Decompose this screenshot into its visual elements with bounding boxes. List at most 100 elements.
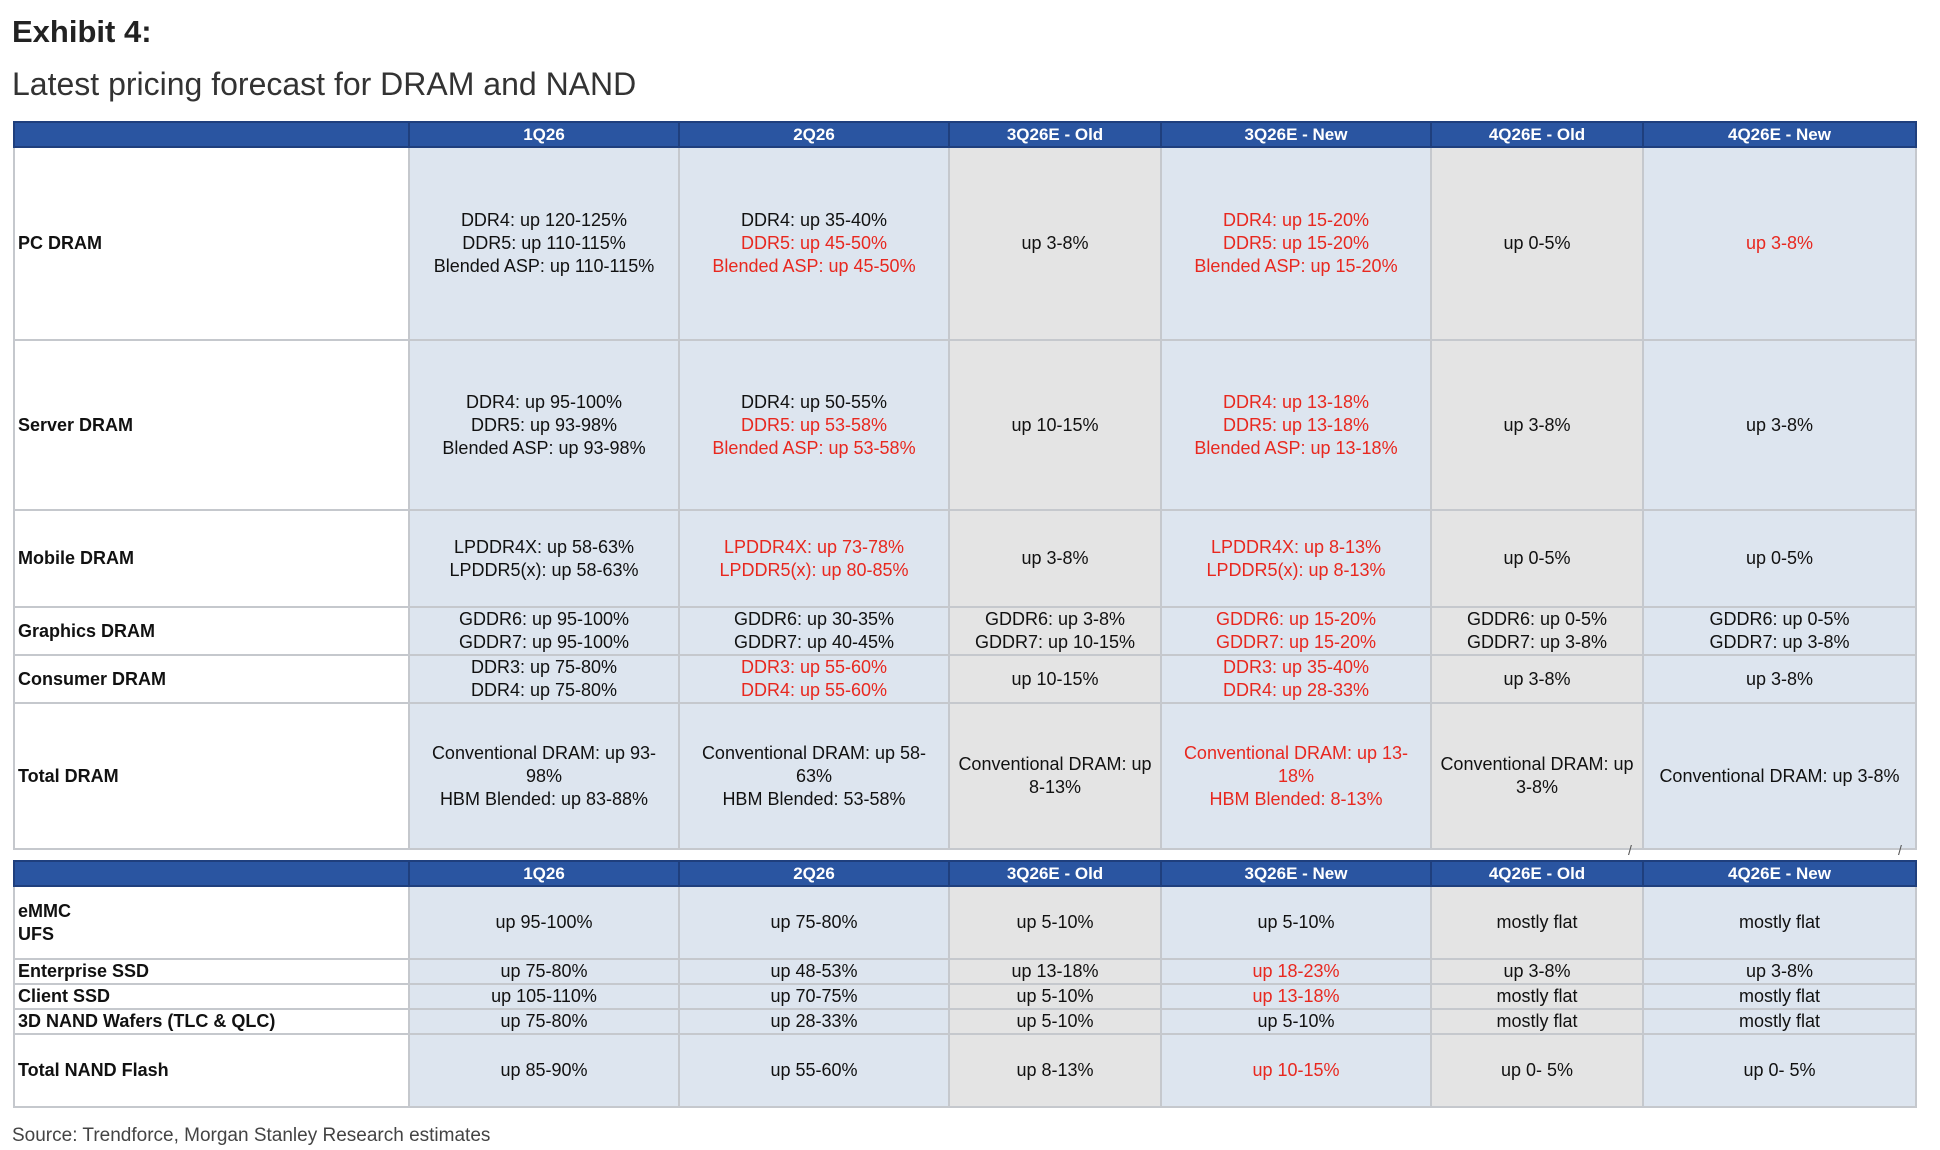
forecast-value: DDR4: up 28-33% [1222, 680, 1370, 700]
forecast-value: Conventional DRAM: up 93- [431, 742, 657, 763]
forecast-value: LPDDR4X: up 58-63% [453, 536, 635, 557]
row-label-text: 3D NAND Wafers (TLC & QLC) [18, 1011, 276, 1031]
forecast-value: up 55-60% [770, 1060, 858, 1080]
table-row: eMMC UFS up 95-100% up 75-80% up 5-10% up 5-1… [13, 885, 1917, 960]
forecast-cell: up 0-5% [1642, 509, 1917, 608]
forecast-value: up 85-90% [500, 1060, 588, 1080]
row-label: Total DRAM [13, 702, 410, 850]
forecast-value: up 13-18% [1252, 986, 1340, 1006]
forecast-cell: up 75-80% [678, 885, 950, 960]
forecast-value: DDR5: up 93-98% [470, 414, 618, 435]
forecast-value: up 105-110% [491, 986, 597, 1006]
row-label-text: Total NAND Flash [18, 1060, 169, 1080]
row-label: Client SSD [13, 983, 410, 1010]
forecast-cell: up 13-18% [948, 958, 1162, 985]
table-row: Client SSD up 105-110% up 70-75% up 5-10% up… [13, 983, 1917, 1010]
row-label-text: PC DRAM [18, 233, 102, 253]
forecast-value: up 3-8% [1021, 233, 1089, 253]
column-header: 3Q26E - New [1160, 860, 1432, 887]
forecast-value: GDDR6: up 30-35% [733, 609, 895, 629]
forecast-value: DDR5: up 53-58% [740, 414, 888, 435]
forecast-cell: GDDR6: up 0-5% GDDR7: up 3-8% [1430, 606, 1644, 656]
forecast-value: GDDR7: up 95-100% [458, 632, 630, 652]
forecast-value: GDDR7: up 3-8% [1466, 632, 1608, 652]
forecast-value: Conventional DRAM: up 3-8% [1659, 765, 1900, 786]
forecast-value: DDR3: up 75-80% [470, 657, 618, 677]
forecast-cell: up 0- 5% [1642, 1033, 1917, 1108]
row-label: Consumer DRAM [13, 654, 410, 704]
forecast-value: GDDR6: up 95-100% [458, 609, 630, 629]
forecast-cell: GDDR6: up 0-5% GDDR7: up 3-8% [1642, 606, 1917, 656]
forecast-value: LPDDR4X: up 8-13% [1210, 536, 1382, 557]
table-row: Mobile DRAM LPDDR4X: up 58-63% LPDDR5(x): … [13, 509, 1917, 608]
forecast-value: DDR4: up 50-55% [740, 391, 888, 412]
forecast-value: up 0- 5% [1500, 1060, 1574, 1080]
forecast-cell: Conventional DRAM: up 93- 98% HBM Blended:… [408, 702, 680, 850]
forecast-value: GDDR6: up 15-20% [1215, 609, 1377, 629]
dram-header-row: 1Q26 2Q26 3Q26E - Old 3Q26E - New 4Q26E - Ol… [13, 121, 1917, 148]
forecast-value: up 10-15% [1011, 668, 1099, 689]
forecast-value: mostly flat [1496, 1011, 1578, 1031]
dram-pricing-table: 1Q26 2Q26 3Q26E - Old 3Q26E - New 4Q26E - Ol… [13, 121, 1917, 850]
forecast-value: DDR4: up 35-40% [740, 210, 888, 230]
exhibit-title: Exhibit 4: [12, 14, 152, 49]
table-row: PC DRAM DDR4: up 120-125% DDR5: up 110-115… [13, 146, 1917, 341]
forecast-value: up 70-75% [770, 986, 858, 1006]
divider-mark: / [1898, 842, 1902, 858]
forecast-cell: GDDR6: up 3-8% GDDR7: up 10-15% [948, 606, 1162, 656]
table-row: Consumer DRAM DDR3: up 75-80% DDR4: up 75-… [13, 654, 1917, 704]
forecast-value: mostly flat [1738, 986, 1821, 1006]
forecast-value: GDDR7: up 3-8% [1709, 632, 1850, 652]
forecast-value: DDR4: up 55-60% [740, 680, 888, 700]
forecast-value: 3-8% [1515, 777, 1559, 797]
row-label: PC DRAM [13, 146, 410, 341]
forecast-value: up 5-10% [1257, 912, 1335, 932]
row-label: Enterprise SSD [13, 958, 410, 985]
forecast-value: GDDR7: up 10-15% [974, 632, 1136, 652]
forecast-value: mostly flat [1496, 986, 1578, 1006]
forecast-value: up 0-5% [1503, 233, 1571, 253]
forecast-cell: up 0-5% [1430, 146, 1644, 341]
forecast-value: GDDR6: up 0-5% [1709, 609, 1850, 629]
forecast-cell: DDR3: up 35-40% DDR4: up 28-33% [1160, 654, 1432, 704]
row-label: eMMC UFS [13, 885, 410, 960]
forecast-cell: mostly flat [1642, 885, 1917, 960]
forecast-value: 8-13% [1028, 777, 1082, 797]
column-header: 4Q26E - New [1642, 121, 1917, 148]
forecast-cell: up 85-90% [408, 1033, 680, 1108]
column-header: 4Q26E - Old [1430, 860, 1644, 887]
column-header: 1Q26 [408, 860, 680, 887]
forecast-value: up 3-8% [1021, 548, 1089, 568]
forecast-value: DDR4: up 95-100% [465, 391, 623, 412]
header-corner [13, 860, 410, 887]
forecast-cell: up 0- 5% [1430, 1033, 1644, 1108]
forecast-value: Blended ASP: up 93-98% [442, 437, 646, 458]
column-header: 2Q26 [678, 860, 950, 887]
forecast-value: up 3-8% [1503, 414, 1571, 435]
exhibit-subtitle: Latest pricing forecast for DRAM and NAN… [12, 66, 637, 102]
column-header: 2Q26 [678, 121, 950, 148]
forecast-value: DDR4: up 75-80% [470, 680, 618, 700]
forecast-value: HBM Blended: 8-13% [1209, 788, 1383, 809]
forecast-value: LPDDR5(x): up 58-63% [449, 559, 639, 580]
column-header: 3Q26E - Old [948, 121, 1162, 148]
forecast-value: DDR5: up 13-18% [1222, 414, 1370, 435]
forecast-value: mostly flat [1738, 1011, 1821, 1031]
forecast-cell: up 75-80% [408, 958, 680, 985]
forecast-value: up 3-8% [1745, 414, 1814, 435]
divider-mark: / [1628, 842, 1632, 858]
forecast-value: DDR4: up 15-20% [1222, 210, 1370, 230]
forecast-value: HBM Blended: 53-58% [722, 788, 906, 809]
forecast-cell: up 55-60% [678, 1033, 950, 1108]
row-label-text: Total DRAM [18, 765, 119, 786]
forecast-value: GDDR6: up 3-8% [984, 609, 1126, 629]
forecast-cell: up 95-100% [408, 885, 680, 960]
row-label: 3D NAND Wafers (TLC & QLC) [13, 1008, 410, 1035]
forecast-value: 98% [525, 765, 563, 786]
forecast-value: mostly flat [1496, 912, 1578, 932]
forecast-cell: up 105-110% [408, 983, 680, 1010]
forecast-cell: up 3-8% [1430, 339, 1644, 511]
table-row: Enterprise SSD up 75-80% up 48-53% up 13-18… [13, 958, 1917, 985]
forecast-value: up 3-8% [1745, 668, 1814, 689]
column-header: 4Q26E - Old [1430, 121, 1644, 148]
